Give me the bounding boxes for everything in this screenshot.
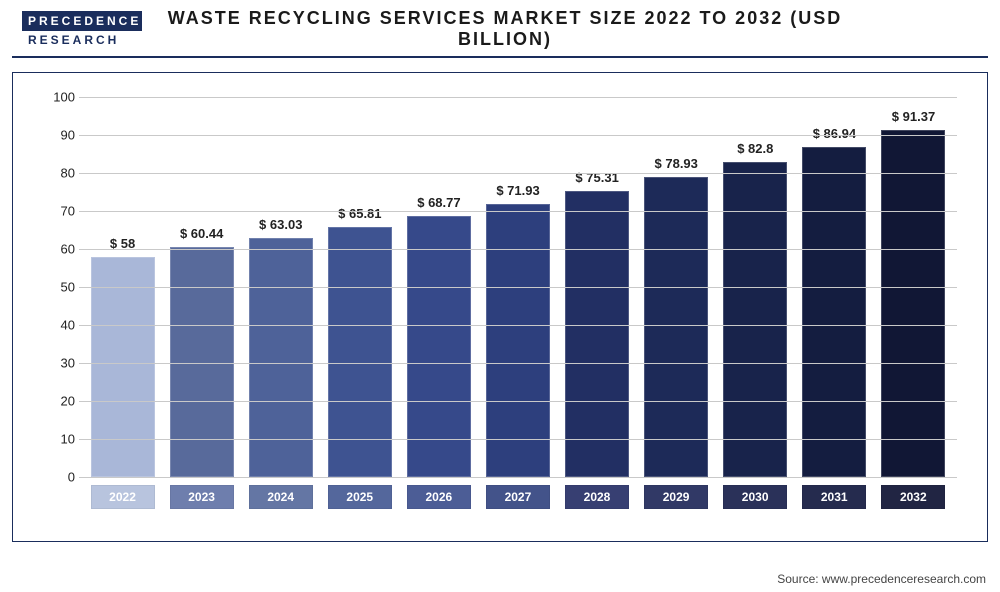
y-tick-label: 30 (45, 356, 75, 371)
x-tick-label: 2028 (565, 485, 629, 509)
grid-line (79, 325, 957, 326)
chart-container: $ 58$ 60.44$ 63.03$ 65.81$ 68.77$ 71.93$… (12, 72, 988, 542)
grid-line (79, 401, 957, 402)
logo-top: PRECEDENCE (22, 11, 142, 31)
chart-title: WASTE RECYCLING SERVICES MARKET SIZE 202… (142, 8, 988, 50)
bar (881, 130, 945, 477)
grid-line (79, 363, 957, 364)
x-tick-label: 2024 (249, 485, 313, 509)
y-tick-label: 40 (45, 318, 75, 333)
x-tick-label: 2032 (881, 485, 945, 509)
y-tick-label: 50 (45, 280, 75, 295)
bar (644, 177, 708, 477)
bar (249, 238, 313, 478)
y-tick-label: 10 (45, 432, 75, 447)
bar (407, 216, 471, 477)
x-tick-label: 2030 (723, 485, 787, 509)
grid-line (79, 173, 957, 174)
grid-line (79, 439, 957, 440)
bar-value-label: $ 82.8 (737, 141, 773, 156)
y-tick-label: 60 (45, 242, 75, 257)
chart-plot-area: $ 58$ 60.44$ 63.03$ 65.81$ 68.77$ 71.93$… (79, 97, 957, 477)
bar-value-label: $ 71.93 (496, 183, 539, 198)
logo-bottom: RESEARCH (22, 31, 142, 47)
bar (565, 191, 629, 477)
x-axis: 2022 2023 2024 2025 2026 2027 2028 2029 2030 2031… (79, 485, 957, 509)
x-tick-label: 2025 (328, 485, 392, 509)
x-tick-label: 2029 (644, 485, 708, 509)
grid-line (79, 287, 957, 288)
grid-line (79, 135, 957, 136)
bar-value-label: $ 78.93 (655, 156, 698, 171)
grid-line (79, 97, 957, 98)
bar-value-label: $ 63.03 (259, 217, 302, 232)
bar (723, 162, 787, 477)
bar-value-label: $ 60.44 (180, 226, 223, 241)
y-tick-label: 70 (45, 204, 75, 219)
x-tick-label: 2023 (170, 485, 234, 509)
bar (486, 204, 550, 477)
x-tick-label: 2022 (91, 485, 155, 509)
source-text: Source: www.precedenceresearch.com (777, 572, 986, 586)
y-tick-label: 20 (45, 394, 75, 409)
bar-value-label: $ 68.77 (417, 195, 460, 210)
grid-line (79, 477, 957, 478)
bar-value-label: $ 65.81 (338, 206, 381, 221)
y-tick-label: 80 (45, 166, 75, 181)
x-tick-label: 2026 (407, 485, 471, 509)
grid-line (79, 211, 957, 212)
y-tick-label: 90 (45, 128, 75, 143)
x-tick-label: 2031 (802, 485, 866, 509)
x-tick-label: 2027 (486, 485, 550, 509)
bar (91, 257, 155, 477)
bar-value-label: $ 91.37 (892, 109, 935, 124)
grid-line (79, 249, 957, 250)
logo: PRECEDENCE RESEARCH (22, 11, 142, 47)
bar-value-label: $ 86.94 (813, 126, 856, 141)
y-tick-label: 100 (45, 90, 75, 105)
header: PRECEDENCE RESEARCH WASTE RECYCLING SERV… (12, 0, 988, 58)
y-tick-label: 0 (45, 470, 75, 485)
bar (802, 147, 866, 477)
